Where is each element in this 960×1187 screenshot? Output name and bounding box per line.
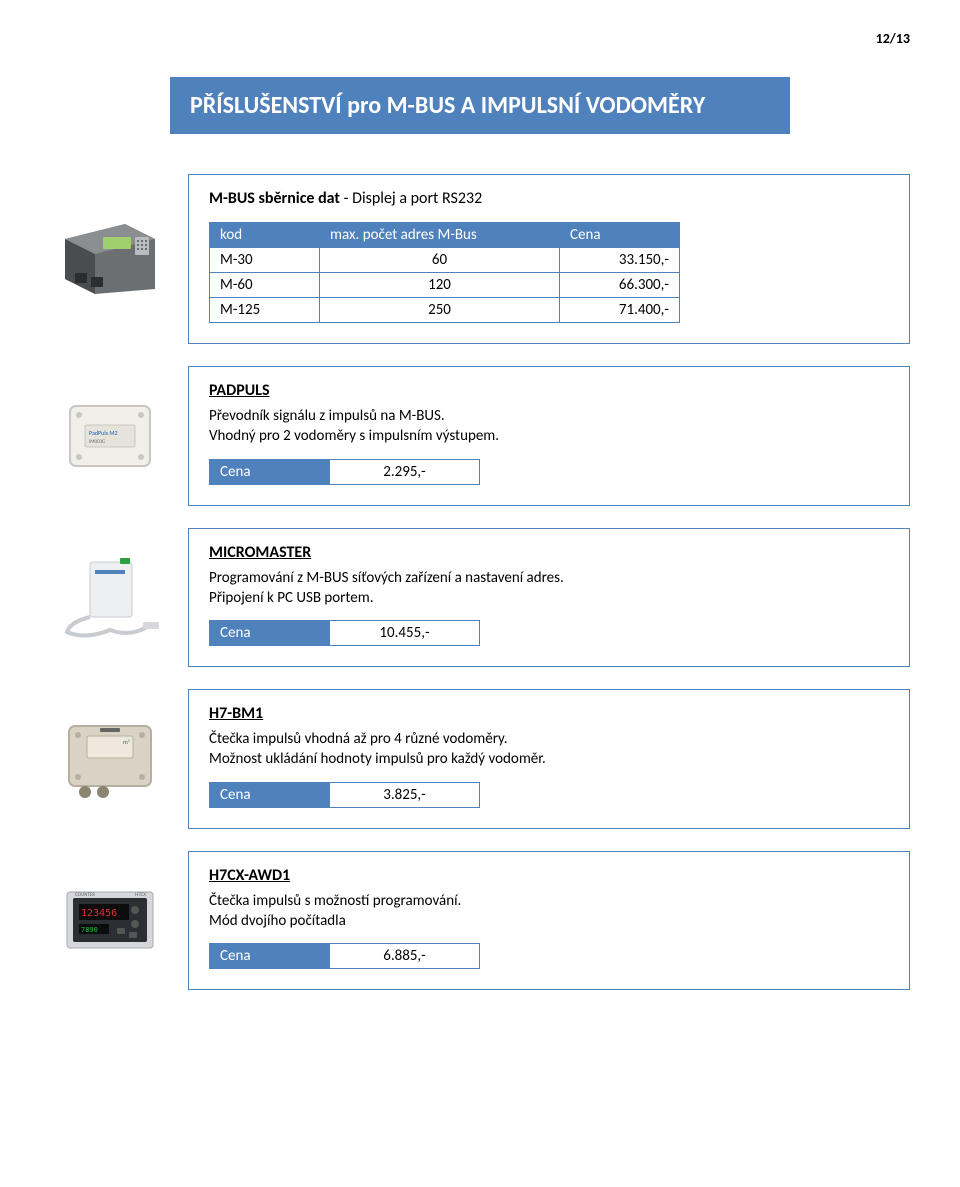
price-value: 10.455,-: [330, 621, 480, 646]
table-row: M-125 250 71.400,-: [210, 298, 680, 323]
card-title-micromaster: MICROMASTER: [209, 543, 889, 562]
title-bold: M-BUS sběrnice dat: [209, 189, 344, 208]
desc-line: Vhodný pro 2 vodoměry s impulsním výstup…: [209, 427, 499, 445]
product-image-h7bm1: m³: [50, 709, 170, 809]
desc-line: Čtečka impulsů s možností programování.: [209, 892, 461, 910]
price-value: 2.295,-: [330, 459, 480, 484]
cell: 33.150,-: [560, 248, 680, 273]
desc-line: Čtečka impulsů vhodná až pro 4 různé vod…: [209, 730, 508, 748]
price-label: Cena: [210, 782, 330, 807]
svg-text:m³: m³: [123, 738, 130, 746]
card-title-padpuls: PADPULS: [209, 381, 889, 400]
product-image-sbernice: [50, 209, 170, 309]
section-sbernice: M-BUS sběrnice dat - Displej a port RS23…: [50, 174, 910, 344]
card-title-h7bm1: H7-BM1: [209, 704, 889, 723]
card-desc-h7bm1: Čtečka impulsů vhodná až pro 4 různé vod…: [209, 729, 889, 770]
card-sbernice: M-BUS sběrnice dat - Displej a port RS23…: [188, 174, 910, 344]
price-table-h7cx: Cena 6.885,-: [209, 943, 480, 969]
page-number: 12/13: [50, 30, 910, 47]
card-padpuls: PADPULS Převodník signálu z impulsů na M…: [188, 366, 910, 506]
price-table-micromaster: Cena 10.455,-: [209, 620, 480, 646]
desc-line: Programování z M-BUS síťových zařízení a…: [209, 569, 564, 587]
col-cena: Cena: [560, 223, 680, 248]
card-desc-h7cx: Čtečka impulsů s možností programování. …: [209, 891, 889, 932]
col-max: max. počet adres M-Bus: [320, 223, 560, 248]
price-label: Cena: [210, 621, 330, 646]
cell: M-60: [210, 273, 320, 298]
svg-text:H7CX: H7CX: [135, 892, 146, 898]
card-desc-padpuls: Převodník signálu z impulsů na M-BUS. Vh…: [209, 406, 889, 447]
price-table-padpuls: Cena 2.295,-: [209, 459, 480, 485]
desc-line: Možnost ukládání hodnoty impulsů pro kaž…: [209, 750, 546, 768]
desc-line: Převodník signálu z impulsů na M-BUS.: [209, 407, 445, 425]
card-title-h7cx: H7CX-AWD1: [209, 866, 889, 885]
cell: 71.400,-: [560, 298, 680, 323]
sections-container: M-BUS sběrnice dat - Displej a port RS23…: [50, 174, 910, 990]
table-row: M-60 120 66.300,-: [210, 273, 680, 298]
table-sbernice: kod max. počet adres M-Bus Cena M-30 60 …: [209, 222, 680, 323]
svg-text:7890: 7890: [81, 926, 98, 934]
table-row: M-30 60 33.150,-: [210, 248, 680, 273]
product-image-padpuls: PadPuls M2 IM003G: [50, 386, 170, 486]
product-image-micromaster: [50, 547, 170, 647]
card-micromaster: MICROMASTER Programování z M-BUS síťovýc…: [188, 528, 910, 668]
price-table-h7bm1: Cena 3.825,-: [209, 782, 480, 808]
cell: 250: [320, 298, 560, 323]
svg-text:123456: 123456: [81, 908, 117, 919]
price-label: Cena: [210, 944, 330, 969]
card-desc-micromaster: Programování z M-BUS síťových zařízení a…: [209, 568, 889, 609]
section-h7bm1: m³ H7-BM1 Čtečka impulsů vhodná až pro 4…: [50, 689, 910, 829]
svg-text:PadPuls M2: PadPuls M2: [89, 429, 118, 437]
desc-line: Připojení k PC USB portem.: [209, 589, 374, 607]
cell: M-125: [210, 298, 320, 323]
page-title: PŘÍSLUŠENSTVÍ pro M-BUS A IMPULSNÍ VODOM…: [170, 77, 790, 134]
price-label: Cena: [210, 459, 330, 484]
card-h7bm1: H7-BM1 Čtečka impulsů vhodná až pro 4 rů…: [188, 689, 910, 829]
price-value: 6.885,-: [330, 944, 480, 969]
card-h7cx: H7CX-AWD1 Čtečka impulsů s možností prog…: [188, 851, 910, 991]
section-micromaster: MICROMASTER Programování z M-BUS síťovýc…: [50, 528, 910, 668]
svg-text:IM003G: IM003G: [89, 439, 105, 445]
section-padpuls: PadPuls M2 IM003G PADPULS Převodník sign…: [50, 366, 910, 506]
card-title-sbernice: M-BUS sběrnice dat - Displej a port RS23…: [209, 189, 889, 208]
cell: M-30: [210, 248, 320, 273]
title-suffix: - Displej a port RS232: [344, 189, 483, 208]
product-image-h7cx: 123456 7890 COUNTER H7CX: [50, 870, 170, 970]
section-h7cx: 123456 7890 COUNTER H7CX H7CX-AWD1 Čtečk…: [50, 851, 910, 991]
cell: 66.300,-: [560, 273, 680, 298]
cell: 60: [320, 248, 560, 273]
desc-line: Mód dvojího počítadla: [209, 912, 346, 930]
svg-text:COUNTER: COUNTER: [75, 892, 95, 898]
col-kod: kod: [210, 223, 320, 248]
cell: 120: [320, 273, 560, 298]
price-value: 3.825,-: [330, 782, 480, 807]
